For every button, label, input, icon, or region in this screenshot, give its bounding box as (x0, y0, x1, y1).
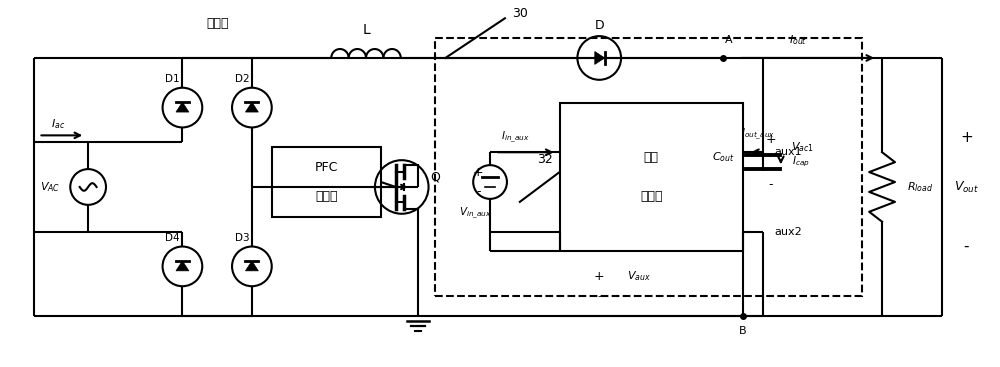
Text: 控制器: 控制器 (315, 190, 338, 203)
Text: -: - (597, 291, 601, 301)
Text: $V_{out}$: $V_{out}$ (954, 179, 979, 195)
Polygon shape (595, 51, 605, 64)
Polygon shape (245, 102, 258, 112)
Text: $I_{out\_aux}$: $I_{out\_aux}$ (741, 127, 775, 142)
Text: D4: D4 (165, 233, 180, 243)
Text: A: A (724, 35, 732, 45)
Text: D1: D1 (165, 74, 180, 84)
Text: aux1: aux1 (774, 147, 802, 157)
Text: D: D (594, 19, 604, 32)
Text: D3: D3 (235, 233, 249, 243)
Text: -: - (476, 185, 480, 199)
Text: 30: 30 (512, 7, 528, 20)
Text: 变换器: 变换器 (640, 190, 663, 203)
Text: B: B (739, 326, 747, 336)
Text: 32: 32 (537, 153, 553, 166)
Polygon shape (176, 102, 189, 112)
Text: D2: D2 (235, 74, 249, 84)
Text: $C_{out}$: $C_{out}$ (712, 150, 735, 164)
Text: 整流桥: 整流桥 (206, 17, 228, 30)
Polygon shape (176, 261, 189, 271)
Text: 功率: 功率 (644, 151, 659, 164)
Text: $V_{in\_aux}$: $V_{in\_aux}$ (459, 206, 492, 221)
Text: -: - (964, 239, 969, 254)
Text: $V_{AC}$: $V_{AC}$ (40, 180, 61, 194)
Text: +: + (594, 270, 605, 283)
Text: +: + (473, 166, 483, 179)
Text: $I_{ac}$: $I_{ac}$ (51, 117, 65, 131)
Text: $I_{in\_aux}$: $I_{in\_aux}$ (501, 130, 529, 145)
Text: +: + (960, 130, 973, 145)
Text: $V_{ac1}$: $V_{ac1}$ (791, 140, 814, 154)
Text: +: + (766, 133, 776, 146)
Text: $I_{cap}$: $I_{cap}$ (792, 155, 810, 169)
Text: L: L (362, 23, 370, 37)
Text: $I_{out}$: $I_{out}$ (789, 33, 807, 47)
Text: PFC: PFC (315, 161, 338, 174)
Text: $V_{aux}$: $V_{aux}$ (627, 269, 651, 283)
Text: -: - (769, 178, 773, 192)
Polygon shape (245, 261, 258, 271)
Text: Q: Q (431, 171, 440, 184)
Text: $R_{load}$: $R_{load}$ (907, 180, 933, 194)
Text: aux2: aux2 (774, 227, 802, 237)
